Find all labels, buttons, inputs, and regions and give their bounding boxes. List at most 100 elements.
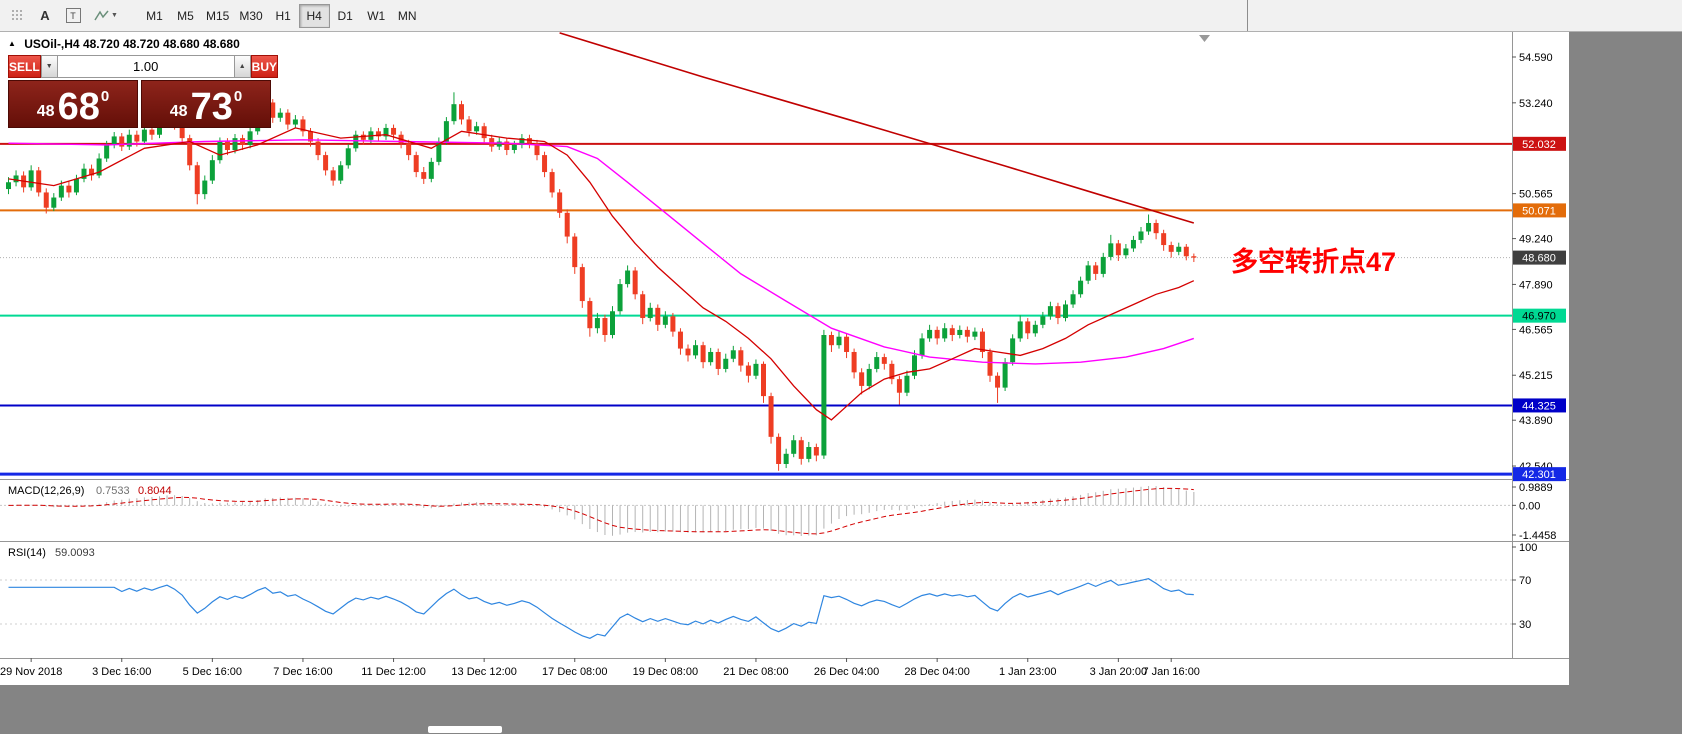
timeframe-button-m30[interactable]: M30 [239, 8, 263, 23]
candle-body [1063, 304, 1068, 319]
candle-body [141, 129, 147, 142]
candle-body [315, 141, 321, 156]
candle-body [927, 329, 933, 339]
candle-body [1002, 362, 1008, 388]
buy-price-display[interactable]: 48 73 0 [141, 80, 271, 128]
scrollbar-thumb[interactable] [428, 726, 502, 733]
macd-axis-label: 0.00 [1519, 500, 1540, 512]
candle-body [1130, 239, 1136, 249]
candle-body [224, 141, 230, 151]
candle-body [776, 436, 782, 464]
candle-body [987, 351, 993, 376]
candle-body [783, 453, 789, 464]
candle-body [51, 197, 57, 208]
candle-body [1093, 265, 1099, 274]
collapse-arrow-icon[interactable]: ▲ [8, 39, 16, 48]
candle-body [1017, 321, 1023, 339]
price-axis-label: 47.890 [1519, 279, 1553, 291]
timeframe-button-mn[interactable]: MN [397, 8, 417, 23]
time-axis-label: 17 Dec 08:00 [542, 666, 607, 678]
candle-body [753, 363, 759, 376]
candle-body [1032, 324, 1038, 334]
candle-body [428, 161, 434, 179]
candle-body [700, 345, 706, 363]
candle-body [866, 368, 872, 386]
rsi-line [8, 578, 1194, 639]
trade-prices-row: 48 68 0 48 73 0 [8, 80, 271, 128]
shapes-tool-button[interactable]: ▼ [88, 4, 124, 28]
candle-body [58, 185, 64, 198]
buy-button[interactable]: BUY [250, 55, 279, 78]
drag-handle-icon[interactable] [4, 4, 30, 28]
candle-body [345, 148, 351, 166]
candle-body [534, 143, 540, 156]
candle-body [421, 172, 427, 179]
text-tool-button[interactable]: A [32, 4, 58, 28]
candle-body [149, 129, 155, 135]
candle-body [1040, 316, 1046, 325]
candle-body [126, 134, 132, 147]
candle-body [1078, 280, 1084, 295]
candle-body [413, 155, 419, 173]
price-axis-label: 54.590 [1519, 52, 1553, 64]
timeframe-button-m5[interactable]: M5 [177, 8, 194, 23]
macd-axis-label: 0.9889 [1519, 482, 1553, 494]
candle-body [308, 131, 313, 142]
time-axis-label: 7 Jan 16:00 [1142, 666, 1200, 678]
candle-body [194, 165, 200, 195]
candle-body [949, 328, 955, 336]
candle-body [481, 126, 487, 139]
candle-body [187, 138, 193, 166]
price-axis-label: 50.565 [1519, 189, 1553, 201]
time-axis-label: 26 Dec 04:00 [814, 666, 879, 678]
candle-body [277, 112, 283, 118]
sell-button[interactable]: SELL [8, 55, 41, 78]
chart-header: ▲ USOil-,H4 48.720 48.720 48.680 48.680 [8, 37, 240, 51]
candle-body [889, 363, 895, 380]
price-chart-canvas[interactable]: 54.590 53.240 50.565 49.240 47.890 46.565 45.2… [0, 32, 1569, 685]
candle-body [677, 331, 683, 349]
candle-body [73, 178, 79, 193]
candle-body [1123, 248, 1129, 256]
candle-body [1010, 338, 1016, 363]
price-axis-label: 43.890 [1519, 415, 1553, 427]
candle-body [662, 316, 668, 325]
price-tag-label: 48.680 [1522, 253, 1556, 265]
timeframe-button-m1[interactable]: M1 [146, 8, 163, 23]
timeframe-button-h4[interactable]: H4 [298, 3, 330, 28]
candle-body [247, 131, 253, 145]
candle-body [979, 331, 985, 352]
candle-body [610, 311, 615, 336]
price-axis-label: 46.565 [1519, 324, 1553, 336]
timeframe-button-w1[interactable]: W1 [367, 8, 386, 23]
timeframe-button-m15[interactable]: M15 [206, 8, 230, 23]
candle-body [383, 127, 389, 137]
candle-body [1168, 245, 1174, 252]
workspace-background-bottom [0, 685, 1682, 734]
volume-decrease-button[interactable]: ▼ [40, 55, 58, 78]
candle-body [859, 372, 865, 386]
slow-ma-line [8, 139, 1195, 365]
timeframe-button-h1[interactable]: H1 [275, 8, 291, 23]
candle-body [300, 119, 306, 132]
sell-price-display[interactable]: 48 68 0 [8, 80, 138, 128]
candle-body [957, 329, 963, 336]
label-tool-icon: T [65, 8, 81, 23]
timeframe-button-d1[interactable]: D1 [337, 8, 353, 23]
time-axis-label: 19 Dec 08:00 [633, 666, 698, 678]
candle-body [693, 345, 699, 356]
label-tool-button[interactable]: T [60, 4, 86, 28]
volume-increase-button[interactable]: ▲ [233, 55, 251, 78]
candle-body [285, 112, 291, 125]
symbol-period-label: USOil-,H4 [24, 37, 80, 51]
time-axis-label: 11 Dec 12:00 [361, 666, 426, 678]
candle-body [292, 119, 298, 125]
candle-body [451, 104, 457, 122]
candle-body [791, 440, 797, 454]
candle-body [640, 294, 646, 319]
candle-body [768, 396, 774, 437]
price-tag [1513, 398, 1566, 413]
candle-body [874, 357, 880, 369]
candle-body [602, 318, 608, 336]
volume-input[interactable] [57, 55, 234, 78]
